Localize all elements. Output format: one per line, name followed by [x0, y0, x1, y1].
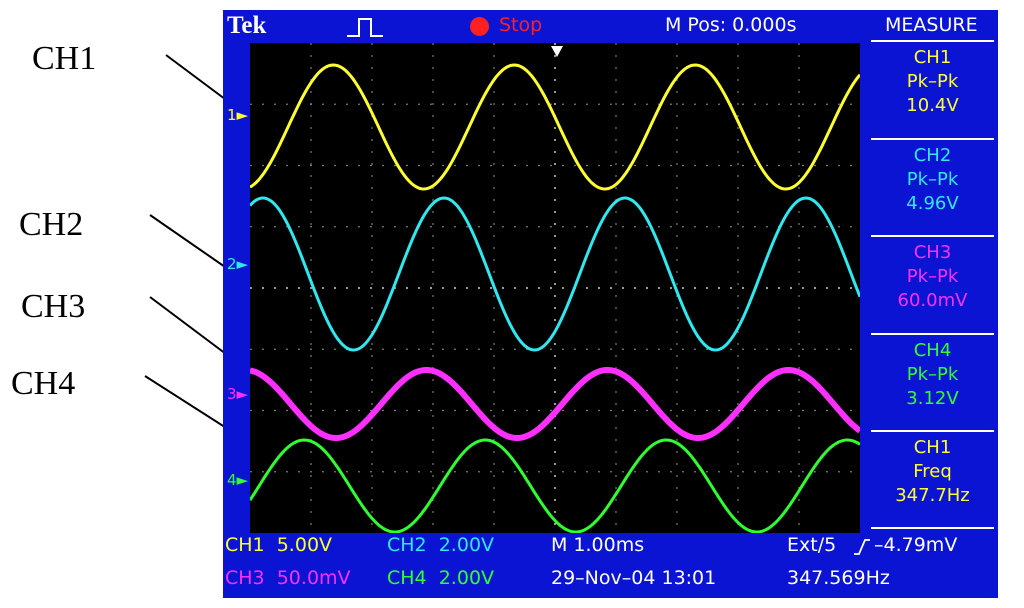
- status-timebase: M 1.00ms: [551, 534, 645, 556]
- measurement-3[interactable]: CH3 Pk–Pk 60.0mV: [871, 241, 994, 313]
- waveform-ch4: [250, 438, 860, 533]
- measurement-2-type: Pk–Pk: [906, 169, 959, 190]
- stop-indicator-icon: [470, 17, 489, 36]
- horizontal-position: M Pos: 0.000s: [665, 14, 797, 36]
- waveform-ch3: [250, 367, 860, 442]
- graticule: [250, 43, 860, 533]
- brand-logo: Tek: [227, 12, 267, 39]
- trigger-position-marker: [551, 46, 563, 57]
- status-trigger-frequency: 347.569Hz: [787, 567, 890, 589]
- measure-menu: MEASURE CH1 Pk–Pk 10.4V CH2 Pk–Pk 4.96V …: [871, 10, 998, 538]
- channel-marker-3: 3►: [227, 385, 249, 403]
- annotation-ch3: CH3: [21, 288, 86, 325]
- measurement-5-type: Freq: [913, 461, 952, 482]
- waveform-ch2: [250, 196, 860, 352]
- measurement-1-value: 10.4V: [906, 95, 959, 116]
- measurement-5-value: 347.7Hz: [895, 485, 970, 506]
- measurement-2-channel: CH2: [913, 145, 952, 166]
- measurement-1-type: Pk–Pk: [906, 71, 959, 92]
- status-ch2: CH2 2.00V: [387, 534, 495, 556]
- channel-marker-4: 4►: [227, 471, 249, 489]
- measurement-1[interactable]: CH1 Pk–Pk 10.4V: [871, 46, 994, 118]
- measurement-2-value: 4.96V: [906, 193, 959, 214]
- waveform-ch1: [250, 63, 860, 191]
- annotation-ch2: CH2: [19, 206, 84, 243]
- measurement-5[interactable]: CH1 Freq 347.7Hz: [871, 436, 994, 508]
- acquisition-pulse-icon: [347, 18, 383, 37]
- waveform-display: [250, 43, 860, 533]
- measurement-2[interactable]: CH2 Pk–Pk 4.96V: [871, 144, 994, 216]
- measurement-3-value: 60.0mV: [897, 290, 968, 311]
- run-state: Stop: [499, 14, 543, 36]
- measurement-4[interactable]: CH4 Pk–Pk 3.12V: [871, 339, 994, 411]
- channel-marker-2: 2►: [227, 255, 249, 273]
- oscilloscope-screen: Tek Stop M Pos: 0.000s 1► 2► 3► 4► MEASU…: [223, 10, 998, 598]
- measurement-4-type: Pk–Pk: [906, 364, 959, 385]
- channel-marker-1: 1►: [227, 106, 249, 124]
- annotation-ch4: CH4: [11, 365, 76, 402]
- menu-title: MEASURE: [885, 14, 978, 36]
- annotation-ch1: CH1: [32, 40, 97, 77]
- measurement-3-channel: CH3: [913, 242, 952, 263]
- status-ch4: CH4 2.00V: [387, 567, 495, 589]
- status-trigger-level: –4.79mV: [874, 534, 958, 556]
- trigger-rising-edge-icon: [854, 539, 870, 555]
- status-ch1: CH1 5.00V: [225, 534, 333, 556]
- measurement-3-type: Pk–Pk: [906, 266, 959, 287]
- status-ch3: CH3 50.0mV: [225, 567, 351, 589]
- measurement-4-channel: CH4: [913, 340, 952, 361]
- status-trigger-source: Ext/5: [787, 534, 837, 556]
- measurement-4-value: 3.12V: [906, 388, 959, 409]
- status-datetime: 29–Nov–04 13:01: [551, 567, 717, 589]
- measurement-5-channel: CH1: [913, 437, 952, 458]
- measurement-1-channel: CH1: [913, 47, 952, 68]
